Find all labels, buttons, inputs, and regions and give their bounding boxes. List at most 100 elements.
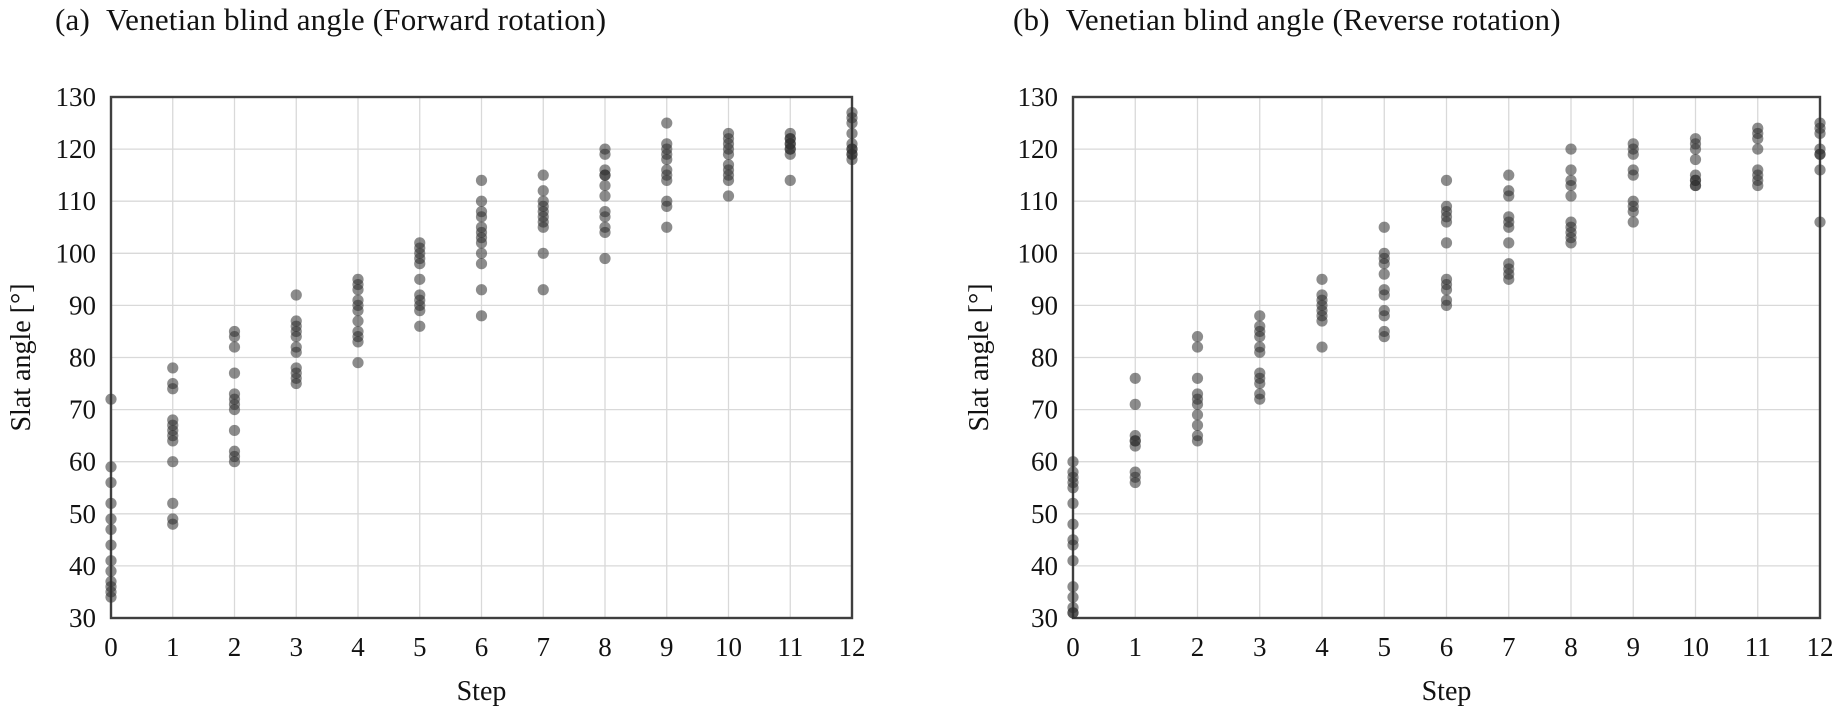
x-axis-title: Step bbox=[1422, 676, 1472, 707]
chart-a-panel-label: (a) bbox=[55, 2, 91, 37]
data-point bbox=[1752, 143, 1764, 155]
data-point bbox=[537, 284, 549, 296]
data-point bbox=[599, 252, 611, 265]
x-tick-label: 12 bbox=[839, 632, 866, 662]
data-point bbox=[1129, 372, 1141, 384]
y-tick-label: 70 bbox=[69, 395, 96, 425]
data-point bbox=[1378, 310, 1390, 322]
data-point bbox=[167, 497, 179, 509]
data-point bbox=[722, 174, 735, 186]
data-point bbox=[1378, 331, 1390, 343]
data-point bbox=[1378, 258, 1390, 270]
data-point bbox=[1067, 482, 1079, 494]
y-tick-labels: 30 40 50 60 70 80 90 100 110 120 130 bbox=[56, 82, 97, 633]
y-tick-label: 120 bbox=[56, 134, 97, 164]
x-axis-title: Step bbox=[457, 676, 507, 707]
data-point bbox=[661, 200, 673, 213]
data-point bbox=[1067, 555, 1079, 567]
y-tick-label: 60 bbox=[1031, 447, 1058, 477]
x-tick-label: 6 bbox=[475, 632, 489, 662]
data-point bbox=[105, 513, 117, 525]
data-point bbox=[1689, 179, 1702, 192]
data-point bbox=[1440, 174, 1453, 186]
data-point bbox=[1440, 284, 1453, 296]
data-point bbox=[599, 179, 611, 192]
data-point bbox=[352, 315, 364, 327]
x-tick-label: 11 bbox=[777, 632, 803, 662]
data-point bbox=[1627, 148, 1639, 160]
data-point bbox=[1129, 476, 1141, 489]
data-point bbox=[537, 169, 549, 181]
y-tick-label: 120 bbox=[1018, 134, 1059, 164]
data-point bbox=[1254, 393, 1266, 405]
data-point bbox=[105, 565, 117, 577]
data-point bbox=[1067, 456, 1079, 468]
data-point bbox=[1254, 310, 1266, 322]
data-point bbox=[1378, 221, 1390, 233]
data-point bbox=[105, 523, 117, 536]
data-point bbox=[105, 461, 117, 473]
data-point bbox=[352, 357, 364, 369]
data-point bbox=[1440, 299, 1453, 311]
data-point bbox=[475, 284, 488, 296]
data-point bbox=[105, 555, 117, 567]
x-tick-label: 11 bbox=[1745, 632, 1771, 662]
data-point bbox=[537, 247, 549, 259]
x-tick-label: 9 bbox=[1627, 632, 1641, 662]
data-point bbox=[1814, 127, 1826, 140]
data-point bbox=[414, 273, 426, 285]
data-point bbox=[1814, 216, 1826, 228]
y-axis-title: Slat angle [°] bbox=[6, 283, 37, 431]
chart-b-panel-label: (b) bbox=[1013, 2, 1050, 37]
data-point bbox=[1814, 148, 1826, 160]
data-point bbox=[1503, 190, 1515, 202]
x-tick-label: 7 bbox=[1502, 632, 1516, 662]
data-point bbox=[475, 247, 488, 259]
data-point bbox=[414, 320, 426, 332]
x-tick-label: 2 bbox=[1191, 632, 1205, 662]
data-point bbox=[1316, 273, 1328, 285]
chart-a-title: (a) Venetian blind angle (Forward rotatio… bbox=[55, 2, 606, 38]
plot-area-border bbox=[109, 95, 854, 620]
chart-a-title-text: Venetian blind angle (Forward rotation) bbox=[106, 2, 607, 37]
data-point bbox=[1067, 539, 1079, 551]
x-tick-label: 1 bbox=[166, 632, 180, 662]
data-point bbox=[1627, 216, 1639, 228]
data-point bbox=[105, 497, 117, 509]
x-tick-label: 0 bbox=[104, 632, 118, 662]
data-point bbox=[290, 346, 302, 358]
data-point bbox=[290, 331, 302, 343]
data-point bbox=[1191, 341, 1204, 353]
data-point bbox=[722, 190, 735, 202]
data-point bbox=[167, 362, 179, 374]
y-tick-label: 90 bbox=[69, 290, 96, 320]
data-point bbox=[167, 435, 179, 447]
data-point bbox=[228, 331, 241, 343]
data-point bbox=[1503, 169, 1515, 181]
x-tick-label: 5 bbox=[1378, 632, 1392, 662]
data-point bbox=[1191, 409, 1204, 421]
data-point bbox=[1254, 377, 1266, 390]
data-point bbox=[352, 336, 364, 348]
data-point bbox=[1627, 206, 1639, 218]
x-tick-label: 12 bbox=[1807, 632, 1834, 662]
data-point bbox=[1316, 341, 1328, 353]
data-point bbox=[1191, 435, 1204, 447]
data-point bbox=[414, 305, 426, 317]
data-point bbox=[1565, 179, 1577, 192]
x-tick-label: 4 bbox=[1315, 632, 1329, 662]
plot-area-border bbox=[1071, 95, 1822, 620]
data-point bbox=[599, 211, 611, 223]
data-point bbox=[1067, 497, 1079, 509]
data-point bbox=[1067, 581, 1079, 593]
data-point bbox=[228, 367, 241, 379]
x-tick-label: 0 bbox=[1066, 632, 1080, 662]
y-tick-label: 40 bbox=[1031, 551, 1058, 581]
y-tick-label: 80 bbox=[69, 343, 96, 373]
x-tick-label: 4 bbox=[351, 632, 365, 662]
y-axis-title: Slat angle [°] bbox=[964, 283, 995, 431]
y-tick-label: 80 bbox=[1031, 343, 1058, 373]
data-point bbox=[1814, 164, 1826, 176]
